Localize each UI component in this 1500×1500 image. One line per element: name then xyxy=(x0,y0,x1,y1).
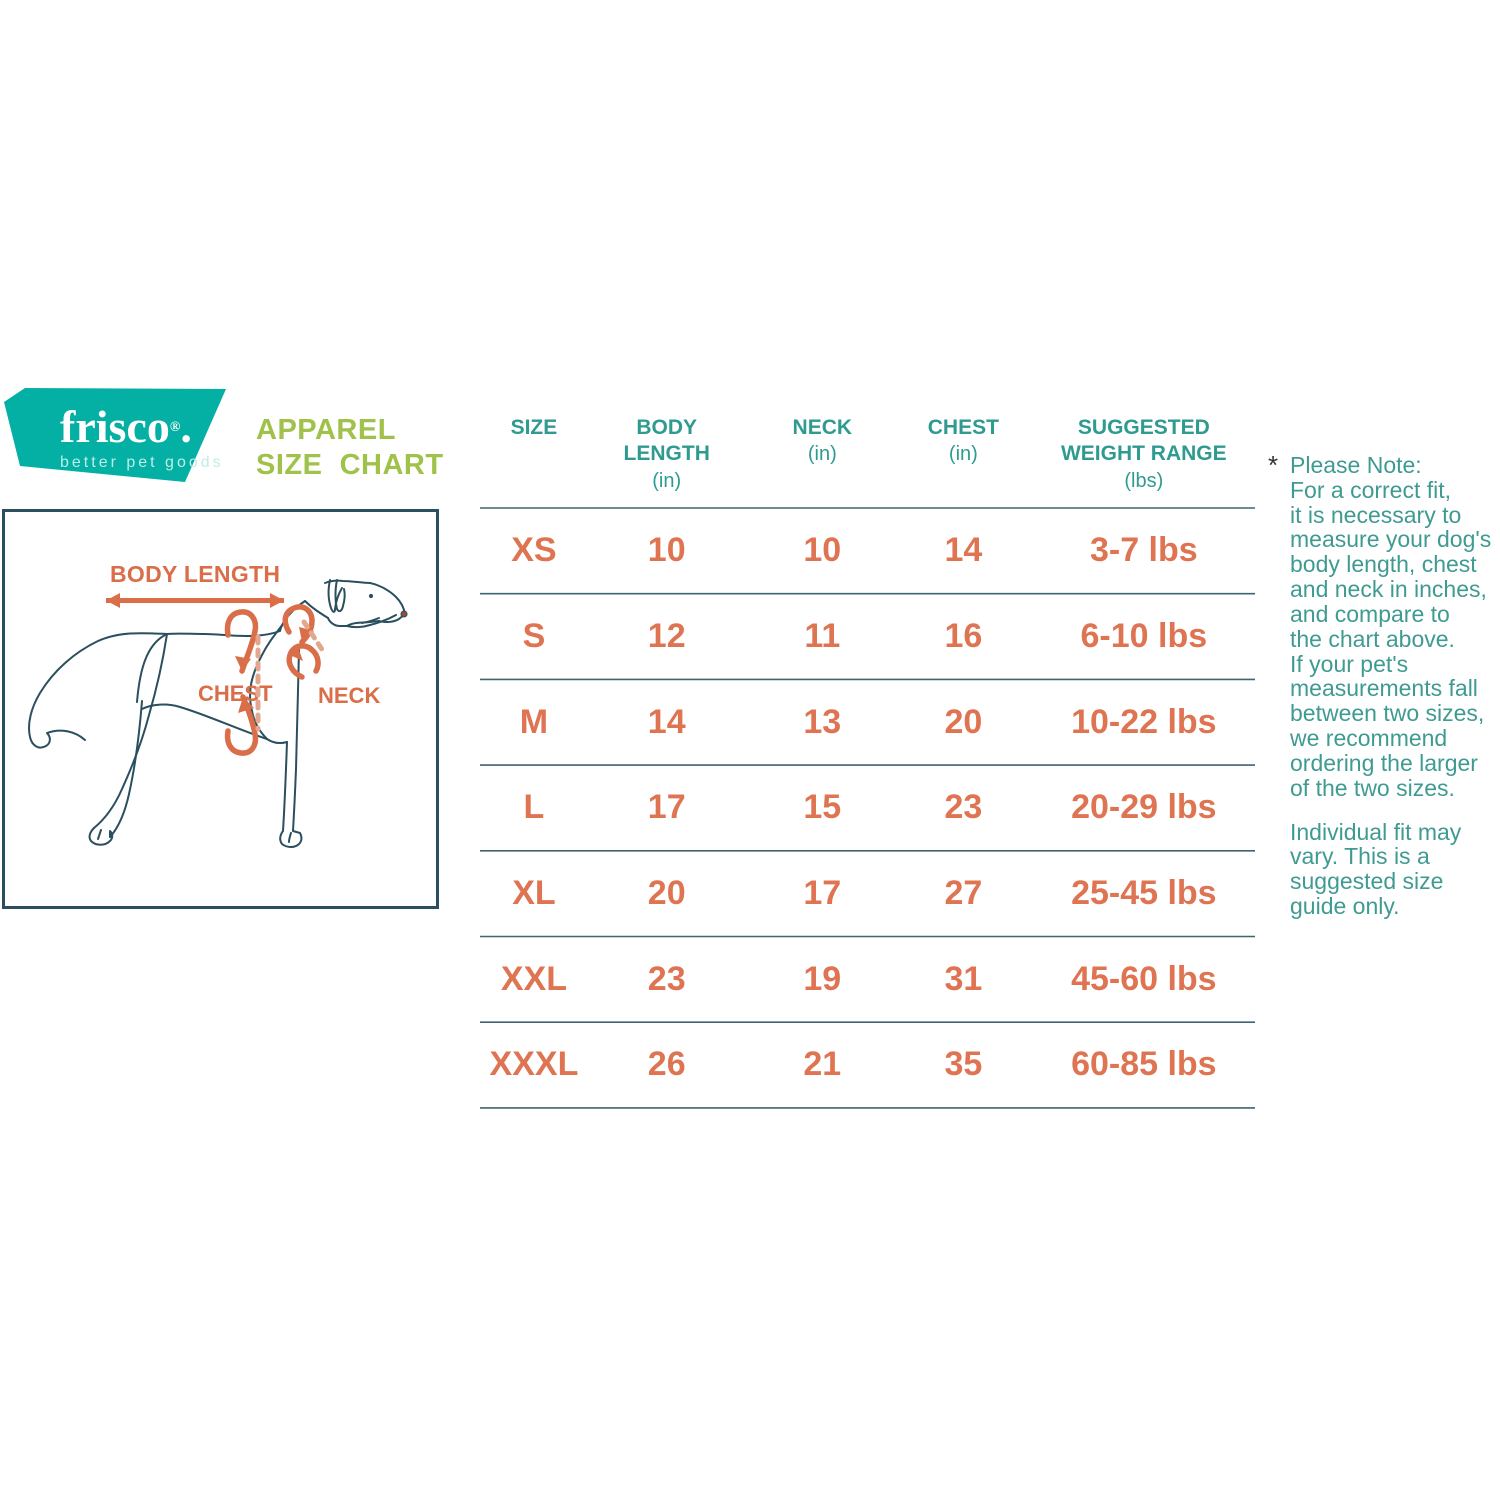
svg-text:NECK: NECK xyxy=(318,683,380,708)
svg-text:BODY LENGTH: BODY LENGTH xyxy=(110,561,280,587)
svg-text:CHEST: CHEST xyxy=(198,681,273,706)
